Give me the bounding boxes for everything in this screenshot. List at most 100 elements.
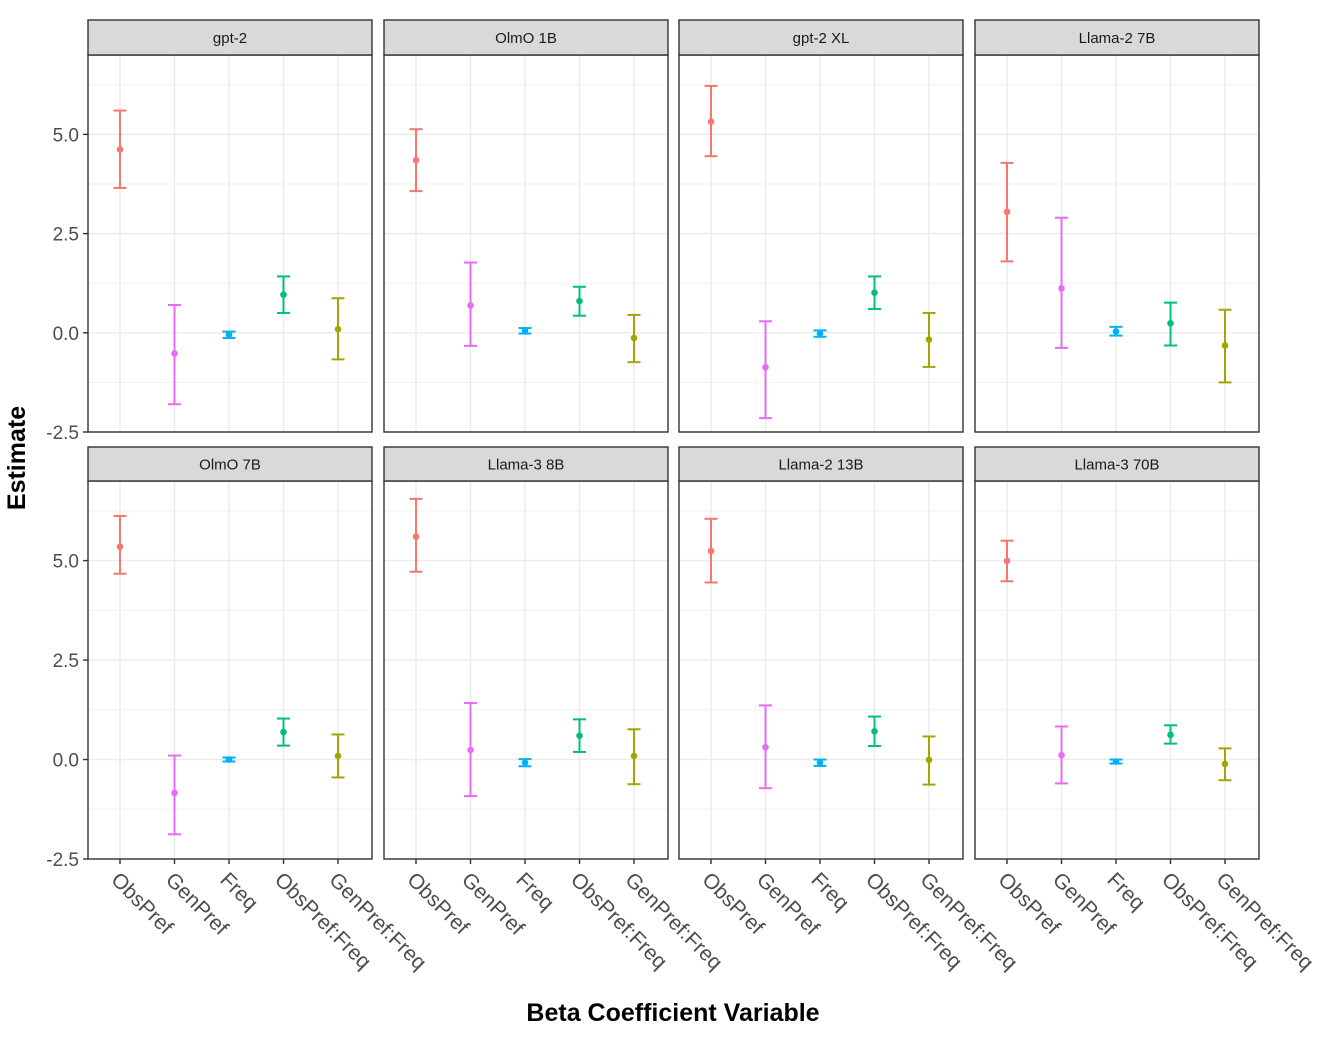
estimate-point — [816, 759, 824, 767]
y-axis: 5.0 2.5 0.0 -2.5 — [46, 125, 88, 444]
estimate-point — [1221, 760, 1229, 768]
estimate-point — [412, 533, 420, 541]
estimate-point — [762, 364, 769, 371]
facet-panel: gpt-2 XL — [678, 19, 964, 433]
estimate-point — [280, 728, 287, 736]
panel-background — [975, 481, 1259, 859]
errorbar-obspref — [409, 128, 423, 193]
estimate-point — [334, 325, 342, 333]
y-tick-label: 5.0 — [53, 552, 79, 573]
errorbar-obspref — [1000, 161, 1014, 263]
estimate-point — [630, 334, 638, 342]
errorbar-obspref-freq — [1164, 301, 1177, 347]
x-tick-label: Freq — [215, 868, 262, 915]
x-tick-label: Freq — [1102, 868, 1149, 915]
estimate-point — [225, 756, 233, 763]
y-tick-label: 0.0 — [53, 751, 79, 772]
errorbar-obspref — [113, 515, 127, 575]
panel-background — [384, 55, 668, 432]
estimate-point — [1058, 285, 1065, 292]
estimate-point — [521, 327, 529, 335]
errorbar-obspref — [1000, 539, 1014, 583]
facet-panel: Llama-2 7B — [974, 19, 1260, 433]
estimate-point — [630, 752, 638, 760]
errorbar-genpref — [759, 704, 772, 790]
estimate-point — [1167, 731, 1174, 739]
errorbar-obspref-freq — [868, 275, 881, 310]
errorbar-obspref — [409, 497, 423, 573]
y-axis: 5.0 2.5 0.0 -2.5 — [46, 552, 88, 871]
facet-strip-label: Llama-2 7B — [1079, 30, 1156, 47]
errorbar-obspref — [113, 109, 127, 189]
errorbar-genpref — [464, 261, 477, 347]
facet-strip-label: OlmO 7B — [199, 457, 261, 474]
estimate-point — [225, 331, 233, 339]
errorbar-genpref-freq — [331, 733, 345, 779]
errorbar-freq — [813, 758, 827, 767]
facet-panel: Llama-3 70B — [974, 446, 1260, 860]
errorbar-genpref — [1055, 725, 1068, 785]
estimate-point — [1058, 751, 1065, 759]
x-tick-label: Freq — [511, 868, 558, 915]
facet-strip — [974, 446, 1260, 482]
estimate-point — [116, 543, 124, 550]
facet-panel: Llama-2 13B — [678, 446, 964, 860]
estimate-point — [467, 302, 474, 309]
facet-strip-label: Llama-2 13B — [778, 457, 863, 474]
x-tick-label: Freq — [806, 868, 853, 915]
estimate-point — [576, 732, 583, 739]
errorbar-obspref — [704, 84, 718, 158]
errorbar-obspref-freq — [868, 715, 881, 747]
errorbar-freq — [518, 327, 532, 335]
estimate-point — [871, 727, 878, 735]
errorbar-obspref-freq — [573, 285, 586, 317]
facet-strip-label: gpt-2 XL — [793, 30, 850, 47]
errorbar-genpref — [759, 320, 772, 420]
errorbar-obspref-freq — [1164, 724, 1177, 745]
errorbar-genpref — [168, 304, 181, 406]
y-tick-label: 5.0 — [53, 125, 79, 146]
estimate-point — [334, 752, 342, 760]
errorbar-freq — [222, 756, 236, 763]
facet-strip — [678, 19, 964, 56]
estimate-point — [171, 350, 178, 357]
x-tick-label: ObsPref:Freq — [566, 868, 671, 973]
errorbar-freq — [222, 330, 236, 339]
estimate-point — [467, 746, 474, 754]
y-axis-title: Estimate — [3, 406, 31, 510]
estimate-point — [1112, 328, 1120, 335]
facet-strip-label: gpt-2 — [213, 30, 247, 47]
panels: gpt-2 OlmO 1B gpt-2 XL Llama-2 7B OlmO 7B Lla… — [87, 19, 1260, 860]
estimate-point — [707, 118, 715, 125]
errorbar-genpref-freq — [627, 313, 641, 364]
estimate-point — [576, 297, 583, 305]
errorbar-genpref-freq — [331, 297, 345, 361]
y-tick-label: 2.5 — [53, 651, 79, 672]
errorbar-genpref — [464, 702, 477, 798]
estimate-point — [925, 756, 933, 764]
y-axes: 5.0 2.5 0.0 -2.5 5.0 2.5 0.0 -2.5 — [46, 125, 88, 871]
estimate-point — [762, 743, 769, 751]
estimate-point — [521, 759, 529, 767]
errorbar-obspref — [704, 517, 718, 584]
facet-strip — [974, 19, 1260, 56]
errorbar-freq — [1109, 325, 1123, 337]
estimate-point — [412, 156, 420, 164]
x-tick-label: ObsPref:Freq — [1157, 868, 1262, 973]
errorbar-obspref-freq — [277, 717, 290, 747]
y-tick-label: -2.5 — [46, 850, 79, 871]
estimate-point — [871, 289, 878, 297]
x-tick-label: ObsPref:Freq — [270, 868, 375, 973]
estimate-point — [1003, 557, 1011, 565]
facet-strip — [678, 446, 964, 482]
errorbar-freq — [1109, 758, 1123, 765]
facet-strip — [87, 19, 373, 56]
errorbar-genpref-freq — [922, 311, 936, 368]
errorbar-obspref-freq — [277, 275, 290, 314]
y-tick-label: -2.5 — [46, 423, 79, 444]
errorbar-genpref-freq — [1218, 747, 1232, 782]
